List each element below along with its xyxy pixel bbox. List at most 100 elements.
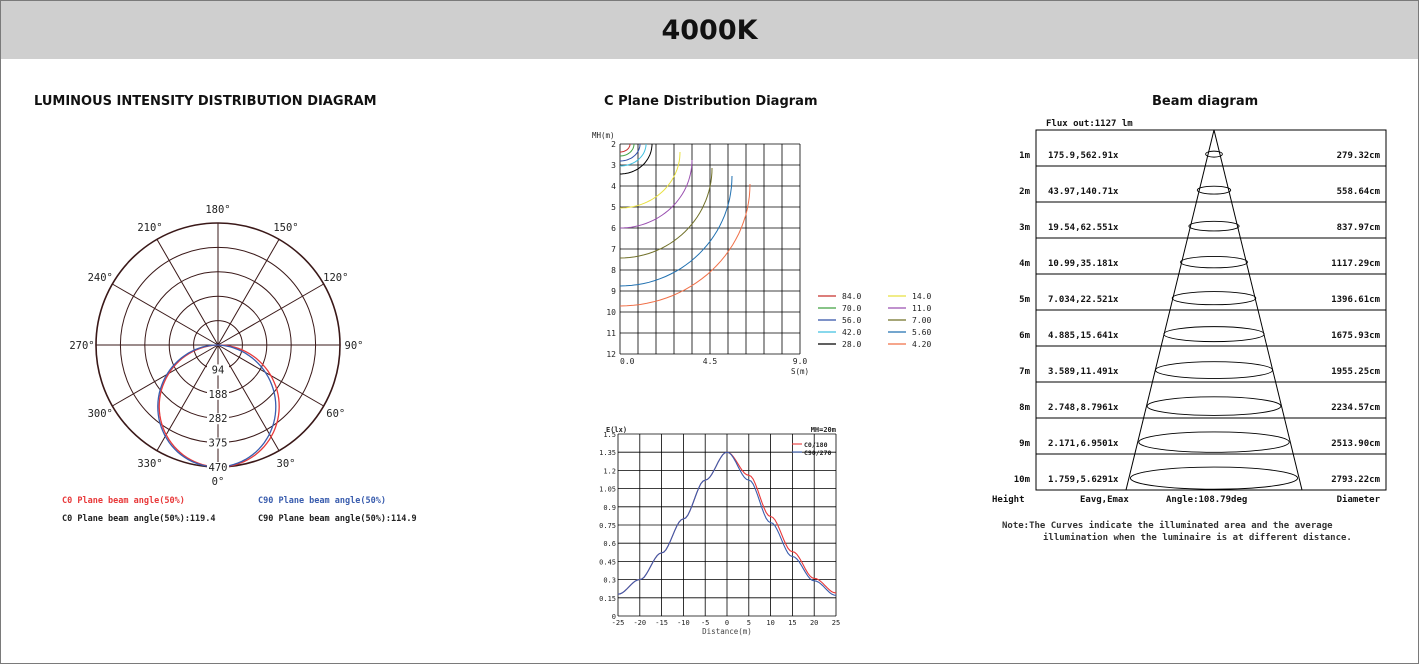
cplane-legend-value: 5.60 (912, 328, 931, 337)
beam-diameter: 2513.90cm (1331, 439, 1380, 449)
illum-series-line (617, 451, 837, 596)
cplane-legend-value: 42.0 (842, 328, 861, 337)
polar-angle-label: 270° (69, 340, 94, 352)
c90-legend-value-text: C90 Plane beam angle(50%):114.9 (258, 514, 417, 524)
polar-ring-label: 282 (209, 413, 228, 425)
illum-x-tick: -15 (655, 619, 668, 627)
polar-spoke (156, 239, 219, 346)
beam-height: 4m (1019, 259, 1030, 269)
isolux-contour (620, 144, 635, 157)
page-title: 4000K (661, 14, 758, 46)
ring-label-bg (207, 364, 229, 376)
beam-height: 2m (1019, 187, 1030, 197)
beam-ellipse (1205, 150, 1223, 158)
illum-y-tick: 1.35 (599, 449, 616, 457)
cplane-y-tick: 7 (611, 245, 616, 254)
beam-height: 3m (1019, 223, 1030, 233)
ring-label-bg (207, 413, 229, 425)
beam-ellipse (1138, 431, 1290, 453)
illuminance-chart: 00.150.30.450.60.750.91.051.21.351.5-25-… (599, 426, 840, 636)
illum-x-tick: 15 (788, 619, 796, 627)
beam-height: 9m (1019, 439, 1030, 449)
beam-diameter: 2793.22cm (1331, 475, 1380, 485)
beam-eavg: 10.99,35.181x (1048, 259, 1119, 269)
polar-angle-label: 120° (323, 272, 348, 284)
beam-diameter: 2234.57cm (1331, 403, 1380, 413)
illum-x-tick: -5 (701, 619, 709, 627)
illum-x-tick: -20 (633, 619, 646, 627)
illum-x-tick: 20 (810, 619, 818, 627)
illum-y-tick: 1.2 (603, 467, 616, 475)
polar-title: LUMINOUS INTENSITY DISTRIBUTION DIAGRAM (34, 94, 377, 109)
flux-label: Flux out:1127 lm (1046, 119, 1133, 129)
isolux-contour (619, 183, 751, 307)
cplane-legend-value: 28.0 (842, 340, 861, 349)
cplane-legend-value: 70.0 (842, 304, 861, 313)
beam-note-2: illumination when the luminaire is at di… (1043, 532, 1352, 543)
polar-ring-label: 188 (209, 389, 228, 401)
c0-legend-value: C0 Plane beam angle(50%):119.4 (62, 514, 216, 524)
isolux-contour (620, 144, 641, 162)
beam-diameter: 1396.61cm (1331, 295, 1380, 305)
cplane-legend-value: 56.0 (842, 316, 861, 325)
cplane-y-tick: 3 (611, 161, 616, 170)
beam-ellipse (1188, 220, 1240, 232)
isolux-contour (619, 175, 733, 287)
beam-diameter: 1955.25cm (1331, 367, 1380, 377)
ring-label-bg (207, 462, 229, 473)
illum-mh-label: MH=20m (811, 426, 836, 434)
beam-ellipse (1155, 361, 1273, 379)
isolux-contour (620, 144, 631, 153)
cplane-chart: MH(m)2 3 4 5 6 7 8 9 10 11 12 0.0 4.5 9.0S(m) 84.0 14.0… (592, 131, 931, 376)
illum-y-tick: 0.45 (599, 558, 616, 566)
beam-height: 6m (1019, 331, 1030, 341)
polar-angle-label: 60° (326, 408, 345, 420)
polar-angle-label: 90° (345, 340, 364, 352)
cplane-legend-value: 4.20 (912, 340, 931, 349)
beam-col-height: Height (992, 494, 1025, 505)
beam-diameter: 837.97cm (1337, 223, 1381, 233)
c0-legend-value-text: C0 Plane beam angle(50%):119.4 (62, 514, 216, 524)
isolux-contour (620, 144, 647, 167)
beam-diameter: 1117.29cm (1331, 259, 1380, 269)
polar-spoke (217, 239, 280, 346)
polar-ring-label: 470 (209, 462, 228, 474)
beam-ellipse (1196, 185, 1232, 195)
cplane-x-tick: 9.0 (793, 357, 808, 366)
c90-legend-title: C90 Plane beam angle(50%) (258, 496, 386, 506)
isolux-contour (619, 167, 713, 259)
cplane-legend-value: 14.0 (912, 292, 931, 301)
illum-y-tick: 0.75 (599, 522, 616, 530)
cplane-title: C Plane Distribution Diagram (604, 94, 818, 109)
polar-angle-label: 180° (205, 204, 230, 216)
cplane-y-tick: 6 (611, 224, 616, 233)
polar-spoke (217, 344, 280, 451)
c90-legend-title-text: C90 Plane beam angle(50%) (258, 496, 386, 506)
beam-eavg: 1.759,5.6291x (1048, 475, 1119, 485)
illum-x-tick: -10 (677, 619, 690, 627)
polar-spoke (112, 344, 219, 407)
cplane-y-tick: 10 (606, 308, 616, 317)
beam-ellipse (1129, 466, 1299, 490)
beam-height: 5m (1019, 295, 1030, 305)
cplane-y-tick: 12 (606, 350, 616, 359)
isolux-contour (620, 144, 653, 175)
beam-eavg: 7.034,22.521x (1048, 295, 1119, 305)
illum-x-tick: 0 (725, 619, 729, 627)
beam-eavg: 175.9,562.91x (1048, 151, 1119, 161)
illum-x-tick: 25 (832, 619, 840, 627)
beam-eavg: 2.748,8.7961x (1048, 403, 1119, 413)
cplane-y-tick: 9 (611, 287, 616, 296)
beam-col-eavg: Eavg,Emax (1080, 495, 1129, 505)
illum-y-tick: 0.3 (603, 577, 616, 585)
polar-angle-label: 150° (273, 222, 298, 234)
beam-title: Beam diagram (1152, 94, 1259, 109)
beam-height: 8m (1019, 403, 1030, 413)
beam-note-1: Note:The Curves indicate the illuminated… (1002, 520, 1333, 531)
beam-eavg: 19.54,62.551x (1048, 223, 1119, 233)
polar-angle-label: 300° (88, 408, 113, 420)
illum-y-tick: 1.5 (603, 431, 616, 439)
c0-legend-title: C0 Plane beam angle(50%) (62, 496, 185, 506)
beam-chart: Flux out:1127 lm 1m 175.9,562.91x 279.32cm 2… (992, 119, 1387, 543)
isolux-contour (619, 151, 681, 209)
